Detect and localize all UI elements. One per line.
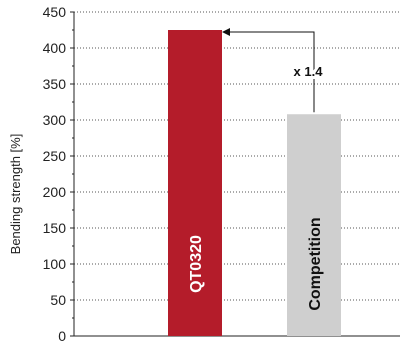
ratio-annotation-label: x 1.4 bbox=[294, 64, 324, 79]
y-tick-label: 0 bbox=[58, 328, 66, 342]
ratio-annotation: x 1.4 bbox=[222, 28, 326, 113]
y-tick-label: 100 bbox=[43, 256, 67, 272]
bars: QT0320 Competition bbox=[168, 30, 341, 337]
y-tick-label: 450 bbox=[43, 4, 67, 20]
y-axis: 0 50 100 150 200 250 300 350 400 450 bbox=[43, 4, 400, 342]
arrow-head-icon bbox=[222, 28, 230, 36]
y-axis-title: Bending strength [%] bbox=[8, 134, 23, 255]
y-tick-label: 200 bbox=[43, 184, 67, 200]
y-tick-label: 400 bbox=[43, 40, 67, 56]
y-tick-label: 350 bbox=[43, 76, 67, 92]
bar bbox=[287, 114, 341, 337]
ratio-arrow-line bbox=[230, 31, 315, 113]
y-tick-label: 250 bbox=[43, 148, 67, 164]
bar-category-label: QT0320 bbox=[188, 235, 205, 293]
y-tick-label: 50 bbox=[50, 292, 66, 308]
y-tick-label: 300 bbox=[43, 112, 67, 128]
grid-lines bbox=[74, 11, 400, 301]
bar bbox=[168, 30, 222, 336]
y-tick-label: 150 bbox=[43, 220, 67, 236]
bar-category-label: Competition bbox=[307, 217, 324, 310]
